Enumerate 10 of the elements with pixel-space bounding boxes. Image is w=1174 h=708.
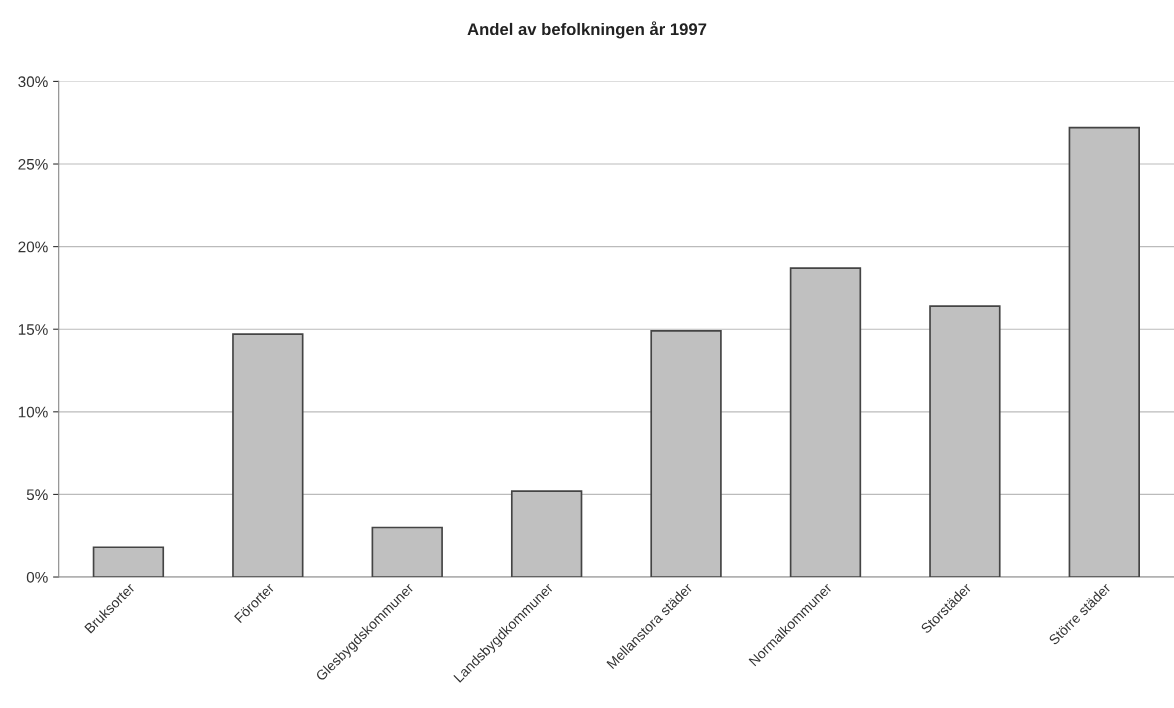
y-tick-label: 30% bbox=[18, 76, 48, 88]
y-tick-label: 10% bbox=[18, 406, 48, 418]
bar bbox=[92, 546, 165, 578]
y-tick-label: 15% bbox=[18, 324, 48, 335]
y-tick-label: 5% bbox=[26, 489, 48, 501]
y-tick-label: 0% bbox=[26, 571, 48, 583]
y-tick-label: 20% bbox=[18, 241, 48, 253]
bar bbox=[371, 526, 443, 578]
y-tick-label: 25% bbox=[18, 158, 48, 170]
chart-title: Andel av befolkningen år 1997 bbox=[467, 21, 707, 39]
